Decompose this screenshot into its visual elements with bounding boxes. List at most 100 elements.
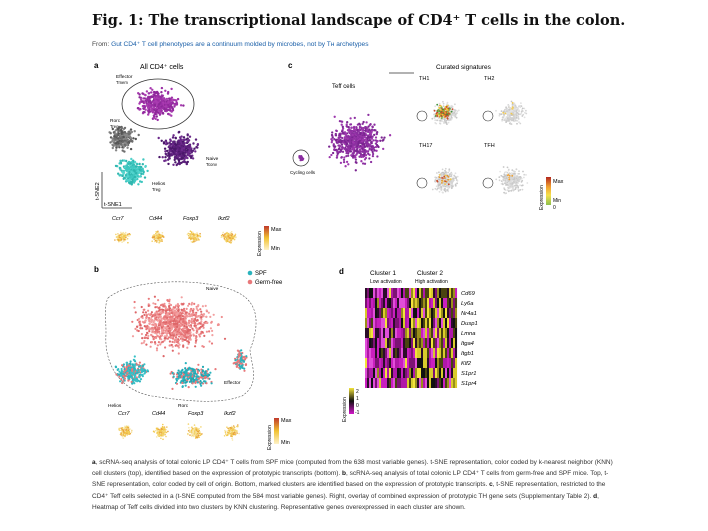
signature-dot <box>517 115 520 117</box>
cell-dot-naive <box>164 139 168 142</box>
signature-dot <box>447 171 449 174</box>
signature-dot <box>517 188 520 191</box>
cell-dot-naive <box>179 153 182 156</box>
cell-dot-spf <box>133 374 136 377</box>
cell-dot-teff <box>364 129 367 132</box>
signature-dot <box>522 113 525 116</box>
cell-dot-effector <box>143 100 146 104</box>
source-article-link[interactable]: Gut CD4⁺ T cell phenotypes are a continu… <box>111 41 369 48</box>
cell-dot-rorc <box>122 145 126 148</box>
signature-dot-hot <box>513 111 516 114</box>
cell-dot-teff <box>341 136 344 140</box>
cell-dot-teff <box>364 154 368 157</box>
signature-dot <box>525 109 527 112</box>
signature-dot <box>435 122 438 125</box>
cell-dot-germfree <box>150 320 153 324</box>
cell-dot-teff <box>330 138 333 141</box>
cell-dot-naive <box>183 158 186 161</box>
cell-dot-germfree <box>143 325 146 328</box>
cell-dot-helios <box>141 163 144 166</box>
cell-dot-teff <box>374 142 378 145</box>
cell-dot-germfree <box>177 329 180 332</box>
cell-dot-effector <box>155 90 159 94</box>
cell-dot-teff <box>337 148 340 151</box>
cell-dot-teff <box>365 121 368 124</box>
cell-dot-helios <box>131 176 134 179</box>
signature-dot <box>454 103 456 106</box>
cell-dot-rorc <box>137 133 140 137</box>
signature-dot <box>452 178 455 180</box>
cell-dot-spf <box>134 363 137 366</box>
signature-dot <box>447 121 450 124</box>
cell-dot-naive <box>172 145 176 149</box>
cell-dot-germfree <box>158 308 161 312</box>
cell-dot-teff <box>339 149 343 152</box>
cell-dot-germfree <box>187 337 191 340</box>
cell-dot-germfree <box>159 321 162 324</box>
signature-dot <box>438 102 441 105</box>
cell-dot-rorc <box>131 139 134 143</box>
cell-dot-effector <box>154 112 157 116</box>
cell-dot-effector <box>160 91 163 94</box>
cell-dot-effector <box>153 93 156 97</box>
cell-dot-effector <box>156 94 160 97</box>
tile-dot-a <box>120 235 123 237</box>
cell-dot-germfree <box>170 335 174 339</box>
signature-dot <box>510 100 513 103</box>
cell-dot-germfree <box>189 333 192 336</box>
cell-dot-germfree <box>141 320 144 323</box>
cell-dot-teff <box>371 152 375 156</box>
cell-dot-rorc <box>115 139 118 142</box>
signature-dot <box>439 122 441 125</box>
cell-dot-germfree <box>147 309 150 312</box>
tile-dot-a <box>186 233 189 236</box>
cell-dot-germfree <box>165 334 168 337</box>
signature-dot-hot <box>444 183 446 186</box>
signature-dot-hot <box>441 179 443 182</box>
legend-min-a: Min <box>271 246 280 252</box>
signature-dot-hot <box>505 181 508 184</box>
cell-dot-teff <box>337 144 340 147</box>
tile-dot-a <box>235 236 237 238</box>
cell-dot-germfree <box>181 315 184 318</box>
cell-dot-spf <box>184 362 187 365</box>
tile-dot-a <box>197 237 199 239</box>
signature-dot <box>456 182 458 185</box>
cell-dot-effector <box>149 101 153 105</box>
signature-dot <box>526 182 529 184</box>
cell-dot-teff <box>353 116 356 120</box>
signature-dot <box>498 179 501 182</box>
cell-dot-effector <box>147 92 150 95</box>
cell-dot-spf <box>138 361 141 364</box>
cell-dot-rorc <box>126 138 129 141</box>
signature-dot-hot <box>510 172 513 174</box>
signature-dot <box>517 109 520 111</box>
cell-dot-germfree <box>170 343 173 347</box>
cell-dot-spf <box>142 368 145 371</box>
signature-dot <box>500 180 503 182</box>
tile-dot-a <box>191 238 194 241</box>
cell-dot-germfree <box>153 319 156 322</box>
tsne-scatter-teff <box>298 113 392 172</box>
cell-dot-teff <box>373 149 376 152</box>
cell-dot-rorc <box>114 142 118 145</box>
signature-dot <box>456 110 459 113</box>
tsne-scatter-a <box>108 86 200 186</box>
signature-dot <box>456 112 458 114</box>
cell-dot-helios <box>114 164 118 168</box>
cell-dot-teff <box>362 153 366 156</box>
signature-dot <box>450 104 453 107</box>
cell-dot-effector <box>139 98 143 101</box>
signature-dot <box>521 188 524 191</box>
signature-dot <box>434 187 437 190</box>
cell-dot-germfree <box>178 325 181 328</box>
cell-dot-helios <box>122 172 125 176</box>
cell-dot-teff <box>354 141 357 145</box>
signature-dot-hot <box>510 112 513 115</box>
cell-dot-rorc <box>115 146 118 149</box>
cell-dot-germfree <box>163 339 166 342</box>
signature-dot <box>440 188 443 191</box>
legend-gradient-a <box>264 226 269 250</box>
signature-dot-hot <box>509 110 512 113</box>
cell-dot-effector <box>173 105 176 108</box>
